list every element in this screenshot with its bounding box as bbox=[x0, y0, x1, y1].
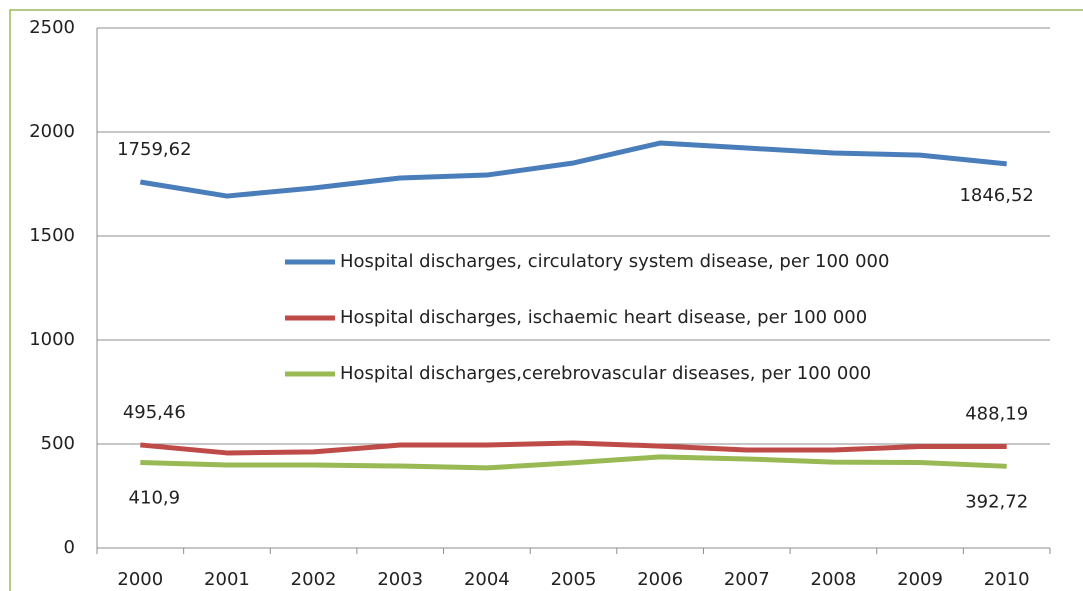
y-tick-label: 1000 bbox=[29, 329, 75, 350]
legend-label: Hospital discharges, circulatory system … bbox=[340, 251, 889, 272]
y-tick-label: 500 bbox=[41, 433, 75, 454]
legend-label: Hospital discharges,cerebrovascular dise… bbox=[340, 363, 871, 384]
x-tick-label: 2003 bbox=[377, 569, 423, 590]
y-tick-label: 0 bbox=[64, 537, 75, 558]
x-tick-label: 2008 bbox=[811, 569, 857, 590]
x-tick-label: 2010 bbox=[984, 569, 1030, 590]
data-label: 495,46 bbox=[123, 402, 186, 423]
x-tick-label: 2005 bbox=[551, 569, 597, 590]
x-tick-label: 2006 bbox=[637, 569, 683, 590]
frame bbox=[9, 9, 1083, 591]
y-tick-label: 1500 bbox=[29, 225, 75, 246]
x-tick-label: 2002 bbox=[291, 569, 337, 590]
x-tick-label: 2004 bbox=[464, 569, 510, 590]
y-tick-label: 2500 bbox=[29, 17, 75, 38]
y-tick-label: 2000 bbox=[29, 121, 75, 142]
x-tick-label: 2000 bbox=[117, 569, 163, 590]
data-label: 1846,52 bbox=[959, 185, 1033, 206]
series-line bbox=[140, 440, 1007, 456]
legend-label: Hospital discharges, ischaemic heart dis… bbox=[340, 307, 867, 328]
data-label: 392,72 bbox=[965, 491, 1028, 512]
data-label: 410,9 bbox=[129, 488, 181, 509]
series-line bbox=[140, 454, 1007, 471]
x-tick-label: 2007 bbox=[724, 569, 770, 590]
data-label: 488,19 bbox=[965, 403, 1028, 424]
series-line bbox=[139, 140, 1007, 199]
x-tick-label: 2001 bbox=[204, 569, 250, 590]
data-label: 1759,62 bbox=[117, 139, 191, 160]
x-tick-label: 2009 bbox=[897, 569, 943, 590]
